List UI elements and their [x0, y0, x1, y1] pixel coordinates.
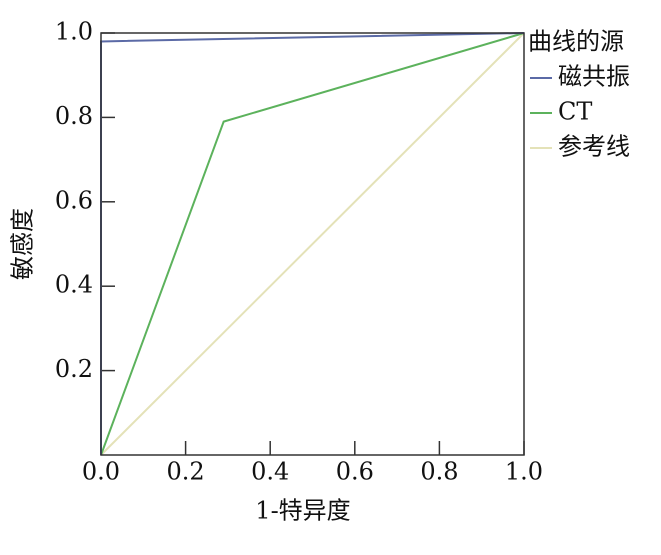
x-tick-label: 0.4 — [251, 458, 289, 486]
y-tick-label: 0.8 — [55, 102, 93, 130]
legend-label: 参考线 — [558, 133, 630, 161]
x-tick-label: 0.6 — [336, 458, 374, 486]
x-axis-label: 1-特异度 — [255, 497, 350, 525]
y-tick-label: 0.4 — [55, 271, 93, 299]
legend-label: 磁共振 — [558, 63, 630, 91]
x-tick-label: 1.0 — [505, 458, 543, 486]
y-tick-label: 1.0 — [55, 18, 93, 46]
x-tick-label: 0.8 — [420, 458, 458, 486]
plot-frame — [100, 32, 525, 456]
y-tick-label: 0.6 — [55, 186, 93, 214]
x-tick-label: 0.0 — [82, 458, 120, 486]
legend-title: 曲线的源 — [528, 28, 624, 56]
roc-line — [100, 32, 525, 456]
roc-line — [100, 32, 525, 456]
y-axis-label: 敏感度 — [9, 208, 37, 280]
y-tick-label: 0.2 — [55, 355, 93, 383]
x-tick-label: 0.2 — [167, 458, 205, 486]
legend-label: CT — [558, 98, 592, 126]
